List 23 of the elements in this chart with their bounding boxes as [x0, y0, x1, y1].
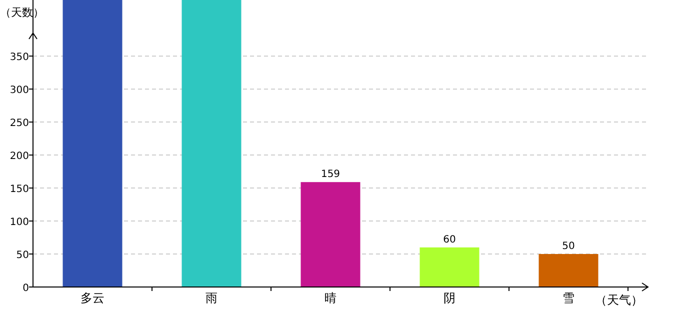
data-label: 159: [320, 169, 340, 180]
y-tick-label: 250: [10, 118, 29, 130]
x-tick-label: 雪: [562, 291, 574, 305]
data-label: 60: [443, 234, 456, 246]
y-tick-label: 150: [10, 184, 29, 196]
y-tick-label: 50: [16, 250, 29, 262]
bar: [538, 254, 598, 287]
x-tick-label: 雨: [206, 291, 218, 305]
y-tick-label: 100: [10, 217, 29, 228]
y-tick-label: 0: [22, 283, 29, 294]
y-tick-label: 200: [10, 151, 29, 162]
y-tick-label: 300: [10, 85, 29, 96]
bar: [420, 247, 480, 287]
y-tick-label: 350: [10, 52, 29, 64]
x-axis-title: （天气）: [595, 293, 643, 307]
y-axis-title: （天数）: [0, 6, 44, 19]
bar: [62, 0, 122, 287]
x-tick-label: 多云: [80, 291, 104, 305]
x-tick-label: 阴: [444, 291, 456, 305]
bar: [182, 0, 242, 287]
x-tick-label: 晴: [324, 291, 336, 305]
bar: [300, 182, 360, 287]
data-label: 50: [562, 241, 575, 252]
